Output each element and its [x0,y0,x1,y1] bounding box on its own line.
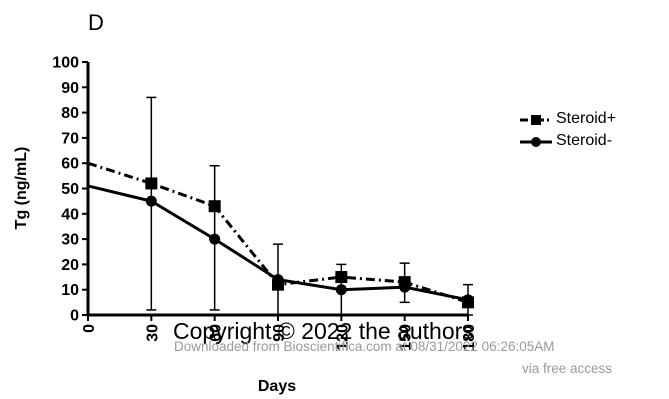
y-axis-label: Tg (ng/mL) [13,147,30,230]
data-point-steroid-minus [462,294,474,306]
data-point-steroid-minus [272,274,284,286]
x-tick-label: 120 [334,324,351,351]
x-tick-label: 0 [81,324,98,333]
data-point-steroid-minus [335,284,347,296]
legend-item-steroid-minus: Steroid- [518,130,668,152]
y-tick-label: 40 [61,206,79,223]
legend-marker-circle-icon [520,137,552,147]
axes: 0 10 20 30 40 50 60 70 80 90 100 0 30 60 90 120 150 180 [52,55,478,351]
legend-item-steroid-plus: Steroid+ [518,108,668,130]
data-point-steroid-minus [209,233,221,245]
legend: Steroid+ Steroid- [518,108,668,152]
data-point-steroid-plus [335,271,348,284]
data-point-steroid-minus [399,281,411,293]
x-tick-label: 90 [271,324,288,342]
y-tick-label: 70 [61,130,79,147]
x-tick-label: 60 [208,324,225,342]
y-tick-label: 20 [61,257,79,274]
x-tick-label: 150 [398,324,415,351]
y-tick-label: 50 [61,181,79,198]
copyright-watermark: Copyright © 2022 the authors [173,318,474,344]
plot-area [87,96,474,316]
data-point-steroid-plus [145,177,158,190]
x-axis-label: Days [258,378,296,395]
legend-marker-square-icon [520,115,552,125]
x-tick-label: 30 [144,324,161,342]
data-point-steroid-minus [145,195,157,207]
y-tick-label: 0 [70,308,79,325]
legend-label-steroid-plus: Steroid+ [556,110,617,127]
y-tick-label: 90 [61,80,79,97]
y-tick-label: 80 [61,105,79,122]
y-tick-label: 10 [61,282,79,299]
panel-label: D [88,10,104,35]
x-tick-label: 180 [461,324,478,351]
download-watermark: Downloaded from Bioscientifica.com at 08… [174,339,555,354]
legend-label-steroid-minus: Steroid- [556,132,613,149]
access-watermark: via free access [522,361,613,376]
y-tick-label: 30 [61,232,79,249]
y-tick-label: 100 [52,55,79,72]
y-tick-label: 60 [61,156,79,173]
data-point-steroid-plus [208,200,221,213]
